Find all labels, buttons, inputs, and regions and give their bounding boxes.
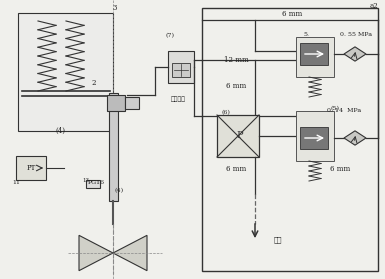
Text: (5): (5) xyxy=(330,106,340,112)
Bar xyxy=(16,156,46,180)
Text: 0. 14  MPa: 0. 14 MPa xyxy=(327,109,361,114)
Text: 6 mm: 6 mm xyxy=(226,82,246,90)
Text: a2: a2 xyxy=(370,2,378,10)
Bar xyxy=(172,63,190,77)
Text: (6): (6) xyxy=(221,110,231,116)
Bar xyxy=(168,51,194,83)
Polygon shape xyxy=(79,235,113,271)
Polygon shape xyxy=(344,47,366,61)
Bar xyxy=(300,127,328,149)
Bar xyxy=(86,180,100,188)
Bar xyxy=(296,111,334,161)
Bar xyxy=(202,8,378,271)
Text: 反馈机构: 反馈机构 xyxy=(171,96,186,102)
Text: 13: 13 xyxy=(82,177,89,182)
Bar xyxy=(125,97,139,109)
Bar xyxy=(217,115,259,157)
Polygon shape xyxy=(344,131,366,145)
Bar xyxy=(300,43,328,65)
Text: 0. 55 MPa: 0. 55 MPa xyxy=(340,32,372,37)
Bar xyxy=(296,37,334,77)
Polygon shape xyxy=(113,235,147,271)
Text: 3: 3 xyxy=(113,4,117,12)
Text: 12 mm: 12 mm xyxy=(224,56,248,64)
Text: 5.: 5. xyxy=(303,32,309,37)
Text: 6 mm: 6 mm xyxy=(330,165,350,173)
Text: PG16: PG16 xyxy=(87,179,104,184)
Bar xyxy=(18,13,113,131)
Text: 6 mm: 6 mm xyxy=(282,10,302,18)
Text: P: P xyxy=(237,131,243,141)
Text: 6 mm: 6 mm xyxy=(226,165,246,173)
Text: 放空: 放空 xyxy=(274,235,282,243)
Text: (4): (4) xyxy=(114,188,124,194)
Text: (7): (7) xyxy=(166,33,174,39)
Text: PT: PT xyxy=(26,164,36,172)
Bar xyxy=(107,95,125,111)
Text: 2: 2 xyxy=(92,79,96,87)
Bar xyxy=(109,93,118,201)
Text: (4): (4) xyxy=(55,127,65,135)
Text: 11: 11 xyxy=(12,181,20,186)
